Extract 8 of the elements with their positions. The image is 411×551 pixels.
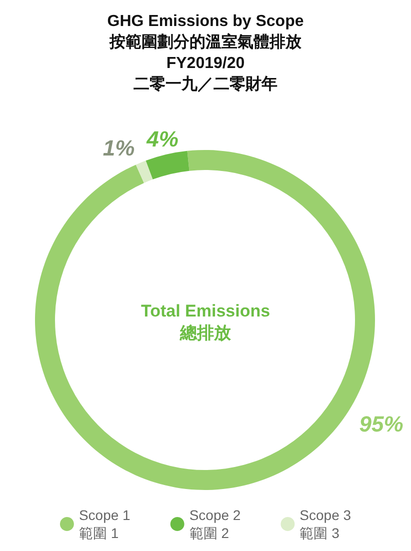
legend-label: Scope 3 範圍 3	[300, 507, 352, 541]
legend-label: Scope 1 範圍 1	[78, 507, 131, 541]
text: Total Emissions 總排放	[140, 302, 270, 342]
chart-title: GHG Emissions by Scope 按範圍劃分的溫室氣體排放 FY2019/20 二零一九／二零財年	[107, 13, 304, 93]
data-label: 1%	[102, 135, 135, 160]
legend-label: Scope 2 範圍 2	[189, 507, 241, 541]
data-label: 95%	[359, 411, 404, 436]
data-label: 4%	[146, 126, 178, 152]
